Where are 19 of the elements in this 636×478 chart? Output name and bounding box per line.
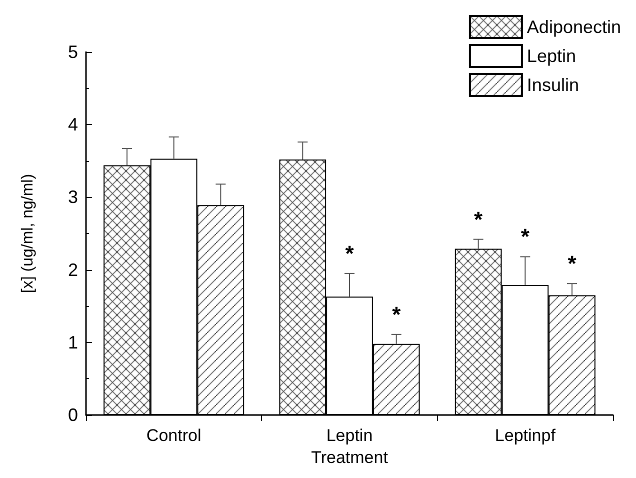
legend-label: Insulin xyxy=(526,75,579,95)
y-tick-label: 0 xyxy=(68,405,78,425)
data-label: * xyxy=(520,224,530,250)
y-tick-label: 2 xyxy=(68,260,78,280)
y-tick-label: 3 xyxy=(68,187,78,208)
legend-label: Adiponectin xyxy=(526,17,622,37)
legend-label: Leptin xyxy=(526,46,576,66)
y-tick-label: 5 xyxy=(68,42,78,62)
x-tick-label: Leptin xyxy=(326,426,373,445)
data-label: * xyxy=(568,251,577,276)
x-axis-title: Treatment xyxy=(311,448,388,467)
y-tick-label: 1 xyxy=(68,332,78,352)
x-tick-label: Leptinpf xyxy=(494,426,556,445)
y-tick-label: 4 xyxy=(68,114,78,135)
x-tick-label: Control xyxy=(146,426,202,445)
data-label: * xyxy=(345,240,354,266)
data-label: * xyxy=(392,302,402,327)
y-axis-title: [x] (ug/ml, ng/ml) xyxy=(20,174,36,294)
data-label: * xyxy=(474,206,484,232)
